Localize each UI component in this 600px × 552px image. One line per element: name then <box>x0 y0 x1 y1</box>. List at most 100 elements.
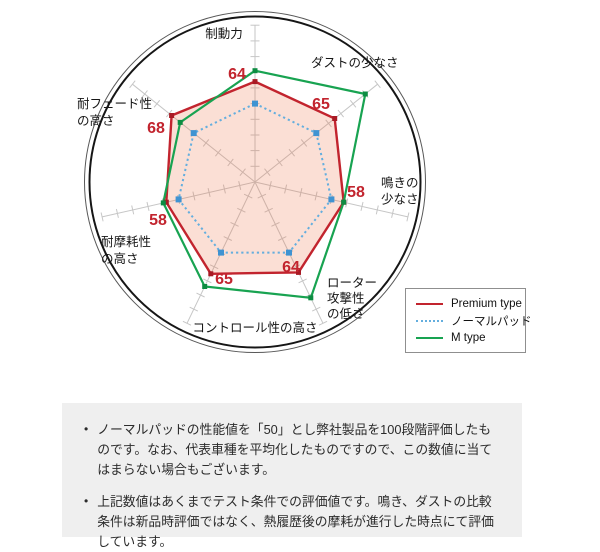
axis-tick <box>182 320 192 326</box>
axis-tick <box>277 236 287 241</box>
axis-tick <box>230 221 239 227</box>
axis-tick <box>243 193 253 199</box>
series-premium-line <box>165 80 345 276</box>
axis-tick <box>192 191 196 201</box>
axis-tick <box>298 278 307 284</box>
series-premium-marker <box>332 116 338 121</box>
axis-tick <box>215 148 222 157</box>
axis-tick <box>268 180 272 191</box>
axis-tick <box>345 198 349 208</box>
series-premium-marker <box>169 113 175 118</box>
series-mtype-marker <box>341 199 347 205</box>
legend-label-normal: ノーマルパッド <box>451 315 532 328</box>
series-premium-marker <box>208 271 214 277</box>
axis-label: 耐摩耗性の高さ <box>101 235 151 266</box>
axis-tick <box>391 208 395 218</box>
bullet-icon: • <box>84 422 89 436</box>
axis-tick <box>291 264 301 270</box>
axis-tick <box>374 80 381 89</box>
axis-tick <box>141 90 148 98</box>
axis-tick <box>222 184 226 194</box>
axis-tick <box>299 187 303 198</box>
axis-tick <box>284 184 288 194</box>
axis-tick <box>196 292 205 298</box>
value-label: 65 <box>215 271 233 288</box>
series-mtype-marker <box>177 119 183 125</box>
notes-panel: • ノーマルパッドの性能値を「50」とし弊社製品を100段階評価したものです。な… <box>62 403 522 549</box>
axis-label: 制動力 <box>205 27 243 41</box>
legend-item-premium: Premium type <box>416 297 522 310</box>
series-mtype-marker <box>252 68 258 74</box>
axis-tick <box>189 306 199 312</box>
inner-ring <box>88 15 422 349</box>
axis-tick <box>264 207 273 213</box>
axis-tick <box>227 158 234 167</box>
axis-tick <box>146 201 150 211</box>
value-label: 64 <box>282 259 300 276</box>
axis-tick <box>202 139 210 147</box>
bullet-icon: • <box>84 494 89 509</box>
series-normal-marker <box>286 249 292 256</box>
axis-tick <box>203 278 212 284</box>
mtype-line-sample-icon <box>416 336 443 339</box>
axis-tick <box>239 168 246 177</box>
series-mtype-marker <box>362 91 368 97</box>
note-text: ノーマルパッドの性能値を「50」とし弊社製品を100段階評価したものです。なお、… <box>97 422 493 477</box>
axis-tick <box>257 193 267 199</box>
series-premium-area <box>166 81 344 274</box>
series-mtype-line <box>162 69 367 299</box>
notes-list: • ノーマルパッドの性能値を「50」とし弊社製品を100段階評価したものです。な… <box>84 420 496 552</box>
axis-label: ローター攻撃性の低さ <box>327 276 377 321</box>
axis-tick <box>264 168 271 177</box>
axis-tick <box>223 236 233 241</box>
axis-tick <box>325 119 332 128</box>
series-mtype-marker <box>160 200 166 206</box>
series-premium-marker <box>252 79 258 85</box>
legend-label-premium: Premium type <box>451 297 522 310</box>
legend-item-mtype: M type <box>416 331 517 344</box>
axis-tick <box>406 212 410 222</box>
axis-tick <box>276 158 283 167</box>
axis-tick <box>360 201 364 211</box>
axis-tick <box>209 264 219 270</box>
axis-tick <box>311 306 321 312</box>
axis-tick <box>288 148 295 157</box>
series-normal-marker <box>218 249 224 256</box>
axis-label: ダストの少なさ <box>311 55 399 70</box>
axis-label: 耐フェード性の高さ <box>77 97 152 128</box>
axis-tick <box>375 205 379 215</box>
series-premium-marker <box>163 199 169 205</box>
legend-label-mtype: M type <box>451 331 486 344</box>
legend: Premium type ノーマルパッド M type <box>405 288 532 353</box>
value-label: 58 <box>149 212 167 229</box>
value-label: 68 <box>147 120 165 137</box>
axis-tick <box>237 207 246 213</box>
series-mtype-marker <box>308 295 314 301</box>
legend-item-normal: ノーマルパッド <box>416 314 532 328</box>
series-normal-marker <box>313 130 320 137</box>
outer-ring <box>84 11 426 353</box>
value-label: 58 <box>347 184 365 201</box>
premium-line-sample-icon <box>416 302 443 305</box>
series-mtype-marker <box>202 284 208 289</box>
axis-tick <box>349 99 357 108</box>
series-normal-marker <box>328 196 335 203</box>
series-normal-line <box>177 102 333 254</box>
value-label: 64 <box>228 66 246 83</box>
series-normal-marker <box>252 100 258 107</box>
axis-label: 鳴きの少なさ <box>381 176 419 207</box>
axis-tick <box>337 109 344 118</box>
axis-tick <box>100 212 104 222</box>
note-item: • ノーマルパッドの性能値を「50」とし弊社製品を100段階評価したものです。な… <box>84 420 496 479</box>
axis-tick <box>314 191 318 201</box>
note-item: • 上記数値はあくまでテスト条件での評価値です。鳴き、ダストの比較条件は新品時評… <box>84 492 496 551</box>
series-premium-marker <box>296 269 301 275</box>
axis-tick <box>207 187 211 198</box>
axis-tick <box>131 205 135 215</box>
note-text: 上記数値はあくまでテスト条件での評価値です。鳴き、ダストの比較条件は新品時評価で… <box>97 494 494 550</box>
axis-tick <box>318 320 328 326</box>
value-label: 65 <box>312 96 330 113</box>
axis-tick <box>238 180 242 191</box>
